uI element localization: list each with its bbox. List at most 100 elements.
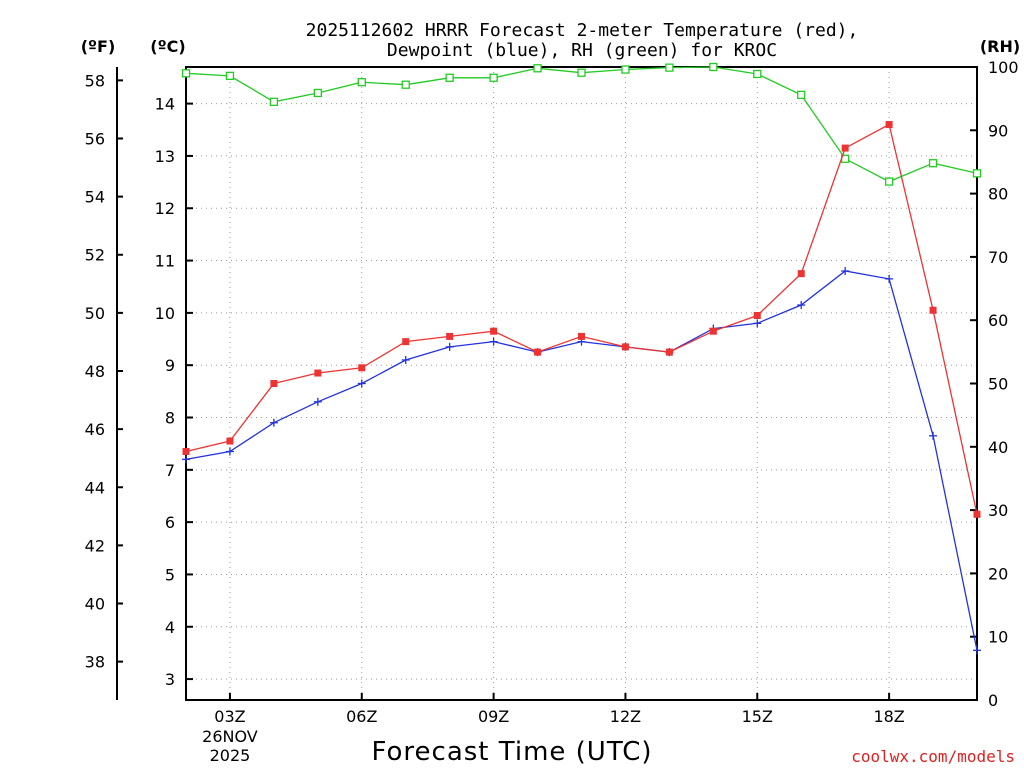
rh-line — [185, 66, 978, 183]
date-label-year: 2025 — [210, 746, 251, 765]
dewpoint-point — [182, 455, 190, 464]
celsius-tick-label: 12 — [155, 199, 175, 218]
x-tick-label: 18Z — [873, 707, 904, 726]
chart-title-line-2: Dewpoint (blue), RH (green) for KROC — [387, 40, 777, 61]
dewpoint-point — [929, 431, 938, 440]
temperature-point — [182, 448, 190, 456]
fahrenheit-tick-label: 48 — [85, 362, 105, 381]
celsius-tick-label: 5 — [165, 565, 175, 584]
rh-point — [225, 71, 235, 81]
temperature-point — [973, 510, 981, 518]
dewpoint-point — [973, 646, 981, 655]
dewpoint-point — [313, 397, 322, 406]
temperature-point — [621, 343, 629, 351]
celsius-tick-label: 7 — [165, 461, 175, 480]
temperature-point — [446, 332, 454, 340]
dewpoint-point — [797, 301, 806, 310]
rh-point — [753, 69, 762, 79]
temperature-point — [314, 369, 322, 377]
fahrenheit-axis-label: (ºF) — [81, 37, 116, 56]
rh-point — [928, 159, 938, 168]
temperature-point — [226, 437, 234, 445]
rh-tick-label: 60 — [988, 311, 1008, 330]
dewpoint-point — [841, 267, 850, 276]
temperature-point — [402, 338, 410, 346]
rh-point — [401, 80, 410, 89]
celsius-tick-label: 9 — [165, 356, 175, 375]
dewpoint-point — [753, 319, 762, 328]
temperature-point — [797, 270, 805, 278]
rh-point — [884, 177, 894, 186]
x-axis-ticks: 03Z 06Z 09Z 12Z 15Z 18Z — [214, 693, 905, 726]
fahrenheit-tick-label: 50 — [85, 304, 105, 323]
dewpoint-point — [489, 337, 498, 346]
celsius-tick-label: 8 — [165, 409, 175, 428]
temperature-point — [709, 327, 717, 335]
celsius-axis-ticks: 3 4 5 6 7 8 9 10 11 12 13 14 — [155, 95, 193, 689]
x-tick-label: 12Z — [610, 707, 641, 726]
dewpoint-point — [885, 274, 894, 283]
fahrenheit-tick-label: 42 — [85, 536, 105, 555]
rh-tick-label: 30 — [988, 501, 1008, 520]
celsius-tick-label: 10 — [155, 304, 175, 323]
fahrenheit-tick-label: 46 — [85, 420, 105, 439]
grid — [186, 67, 977, 700]
x-tick-label: 06Z — [346, 707, 377, 726]
rh-point — [313, 88, 322, 98]
rh-tick-label: 70 — [988, 248, 1008, 267]
rh-tick-label: 20 — [988, 564, 1008, 583]
rh-point — [577, 68, 586, 77]
dewpoint-point — [269, 418, 278, 427]
temperature-point — [490, 327, 498, 335]
rh-tick-label: 100 — [988, 58, 1019, 77]
rh-point — [797, 90, 806, 100]
temperature-point — [534, 348, 542, 356]
rh-point — [665, 63, 674, 72]
fahrenheit-tick-label: 52 — [85, 246, 105, 265]
fahrenheit-tick-label: 44 — [85, 478, 105, 497]
rh-point — [533, 64, 542, 73]
celsius-tick-label: 6 — [165, 513, 175, 532]
rh-point — [181, 69, 191, 78]
chart-title-line-1: 2025112602 HRRR Forecast 2-meter Tempera… — [306, 20, 859, 41]
rh-tick-label: 90 — [988, 121, 1008, 140]
rh-point — [489, 73, 498, 82]
rh-point — [445, 73, 454, 82]
dewpoint-point — [401, 355, 410, 364]
rh-tick-label: 80 — [988, 185, 1008, 204]
fahrenheit-tick-label: 38 — [85, 653, 105, 672]
celsius-tick-label: 14 — [155, 95, 175, 114]
temperature-point — [270, 380, 278, 387]
rh-tick-label: 40 — [988, 438, 1008, 457]
x-axis-label: Forecast Time (UTC) — [371, 737, 652, 767]
temperature-point — [665, 348, 673, 356]
watermark: coolwx.com/models — [851, 747, 1015, 766]
dewpoint-point — [357, 379, 366, 388]
celsius-axis-label: (ºC) — [150, 37, 185, 56]
celsius-tick-label: 11 — [155, 252, 175, 271]
temperature-point — [578, 332, 585, 340]
plot-frame — [185, 66, 978, 701]
x-tick-label: 03Z — [214, 707, 245, 726]
fahrenheit-tick-label: 54 — [85, 188, 105, 207]
rh-tick-label: 50 — [988, 375, 1008, 394]
celsius-tick-label: 3 — [165, 670, 175, 689]
rh-tick-label: 0 — [988, 691, 998, 710]
rh-point — [621, 65, 630, 74]
rh-point — [269, 97, 279, 106]
fahrenheit-tick-label: 58 — [85, 71, 105, 90]
rh-axis-ticks: 0 10 20 30 40 50 60 70 80 90 100 — [970, 58, 1019, 710]
fahrenheit-tick-label: 40 — [85, 595, 105, 614]
x-tick-label: 15Z — [742, 707, 773, 726]
celsius-tick-label: 13 — [155, 147, 175, 166]
rh-point — [357, 78, 366, 87]
temperature-point — [358, 364, 366, 372]
temperature-line — [185, 123, 978, 515]
rh-point — [709, 62, 718, 72]
dewpoint-point — [445, 342, 454, 351]
series-layer — [181, 62, 982, 655]
temperature-point — [885, 121, 893, 129]
date-label-day: 26NOV — [202, 727, 258, 746]
dewpoint-point — [225, 447, 234, 456]
